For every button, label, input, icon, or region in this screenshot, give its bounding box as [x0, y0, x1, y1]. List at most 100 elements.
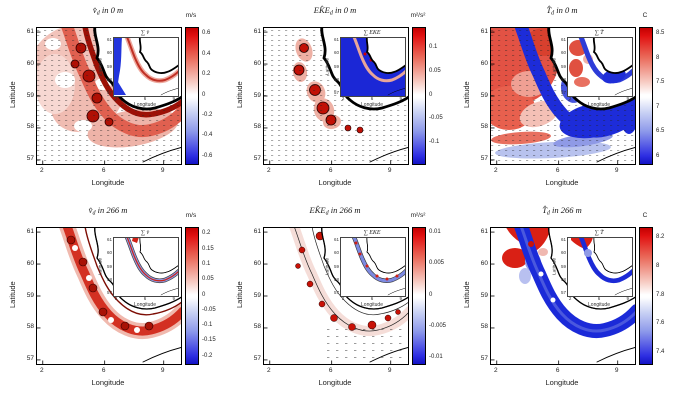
inset-x-tick-label: 9: [172, 96, 176, 101]
colorbar-tick-label: 8: [656, 54, 660, 61]
colorbar-unit: C: [642, 212, 648, 219]
panel-title: EK̂Ed in 266 m: [263, 205, 407, 217]
inset-y-tick-label: 58: [333, 76, 339, 82]
colorbar-unit: m/s: [185, 12, 197, 19]
map-panel-eke-266m: EK̂Ed in 266 m Latitude ∑ EKE Latitude L…: [227, 200, 453, 400]
inset-y-tick-label: 60: [333, 250, 339, 256]
y-tick-label: 58: [253, 123, 261, 131]
colorbar-unit: m²/s²: [410, 212, 426, 219]
x-axis-label: Longitude: [318, 378, 352, 387]
y-axis-label: Latitude: [235, 281, 244, 309]
inset-y-tick-label: 58: [560, 76, 566, 82]
inset-y-tick-label: 59: [560, 63, 566, 69]
colorbar-tick-label: 8.5: [656, 30, 665, 37]
inset-y-tick-label: 61: [560, 36, 566, 42]
map-plot-area: ∑ v̄ Latitude Longitude 61 60 59 58 57 2 6 9: [36, 27, 182, 165]
inset-y-tick-label: 58: [560, 276, 566, 282]
inset-y-tick-label: 60: [106, 50, 112, 56]
colorbar-tick-label: 7: [656, 103, 660, 110]
x-tick-label: 9: [614, 367, 619, 374]
y-tick-label: 60: [480, 59, 488, 67]
y-tick-label: 57: [480, 155, 488, 163]
panel-title: T̂d in 0 m: [490, 5, 634, 17]
colorbar-tick-label: 8.2: [656, 234, 665, 241]
inset-plot: ∑ EKE Latitude Longitude 61 60 59 58 57 2 6 9: [326, 30, 408, 114]
inset-x-tick-label: 2: [114, 96, 118, 101]
x-axis-label: Longitude: [91, 378, 125, 387]
y-tick-label: 59: [26, 291, 34, 299]
panel-title-subscript: d: [92, 210, 96, 217]
inset-x-tick-label: 2: [341, 296, 345, 301]
inset-plot: ∑ v̄ Latitude Longitude 61 60 59 58 57 2 6 9: [99, 30, 181, 114]
map-plot-area: ∑ EKE Latitude Longitude 61 60 59 58 57 2 6 9: [263, 227, 409, 365]
colorbar-tick-label: -0.1: [202, 322, 213, 329]
x-tick-label: 2: [39, 367, 44, 374]
inset-y-tick-label: 58: [333, 276, 339, 282]
inset-plot: ∑ T̄ Latitude Longitude 61 60 59 58 57 2 6 9: [553, 30, 635, 114]
inset-y-tick-label: 59: [560, 263, 566, 269]
x-tick-label: 9: [614, 167, 619, 174]
inset-x-tick-label: 6: [143, 296, 147, 301]
x-axis-label: Longitude: [318, 178, 352, 187]
inset-y-tick-label: 59: [333, 263, 339, 269]
inset-title: ∑ T̄: [594, 230, 604, 236]
y-tick-label: 57: [26, 355, 34, 363]
inset-map-canvas: [114, 38, 178, 96]
map-plot-area: ∑ v̄ Latitude Longitude 61 60 59 58 57 2 6 9: [36, 227, 182, 365]
colorbar-tick-label: 0: [429, 91, 433, 98]
y-tick-label: 59: [253, 91, 261, 99]
colorbar-tick-label: -0.05: [202, 306, 216, 313]
colorbar-tick-label: -0.2: [202, 352, 213, 359]
colorbar: [185, 227, 199, 365]
inset-x-tick-label: 6: [597, 96, 601, 101]
y-tick-label: 61: [26, 27, 34, 35]
inset-title: ∑ EKE: [363, 30, 381, 36]
inset-x-tick-label: 2: [341, 96, 345, 101]
panel-title: v̂d in 0 m: [36, 5, 180, 17]
panel-title-suffix: in 0 m: [99, 5, 124, 15]
colorbar-unit: m²/s²: [410, 12, 426, 19]
inset-plot-area: [567, 237, 633, 297]
y-axis-label: Latitude: [235, 81, 244, 109]
colorbar-tick-label: -0.15: [202, 337, 216, 344]
x-tick-label: 9: [387, 367, 392, 374]
y-tick-label: 61: [480, 27, 488, 35]
colorbar-tick-label: 0.1: [429, 43, 438, 50]
panel-title-subscript: d: [325, 210, 329, 217]
inset-x-tick-label: 9: [626, 96, 630, 101]
inset-y-tick-label: 59: [333, 63, 339, 69]
inset-x-axis-label: Longitude: [134, 102, 156, 108]
inset-x-axis-label: Longitude: [361, 302, 383, 308]
y-tick-label: 57: [480, 355, 488, 363]
inset-x-tick-label: 9: [399, 96, 403, 101]
y-tick-label: 57: [26, 155, 34, 163]
colorbar-tick-label: 0.005: [429, 260, 445, 267]
y-tick-label: 61: [480, 227, 488, 235]
x-tick-label: 6: [555, 367, 560, 374]
y-tick-label: 60: [26, 259, 34, 267]
x-tick-label: 2: [266, 167, 271, 174]
colorbar-unit: C: [642, 12, 648, 19]
inset-x-tick-label: 6: [370, 296, 374, 301]
inset-map-canvas: [571, 238, 632, 296]
inset-y-tick-label: 59: [106, 263, 112, 269]
y-tick-label: 58: [26, 323, 34, 331]
y-tick-label: 61: [253, 227, 261, 235]
colorbar-tick-label: 0.6: [202, 30, 211, 37]
colorbar-tick-label: 0: [202, 91, 206, 98]
y-tick-label: 59: [480, 291, 488, 299]
panel-title-symbol: T̂: [546, 5, 552, 15]
y-tick-label: 58: [26, 123, 34, 131]
inset-x-tick-label: 9: [399, 296, 403, 301]
colorbar-tick-label: 0.2: [202, 230, 211, 237]
inset-plot-area: [113, 37, 179, 97]
x-tick-label: 2: [493, 367, 498, 374]
panel-title-subscript: d: [546, 210, 550, 217]
colorbar-tick-label: 0.01: [429, 228, 441, 235]
panel-title-symbol: T̂: [542, 205, 547, 215]
inset-x-tick-label: 2: [568, 296, 572, 301]
inset-x-tick-label: 2: [568, 96, 572, 101]
inset-x-tick-label: 2: [114, 296, 118, 301]
inset-y-tick-label: 61: [560, 236, 566, 242]
x-tick-label: 6: [101, 367, 106, 374]
